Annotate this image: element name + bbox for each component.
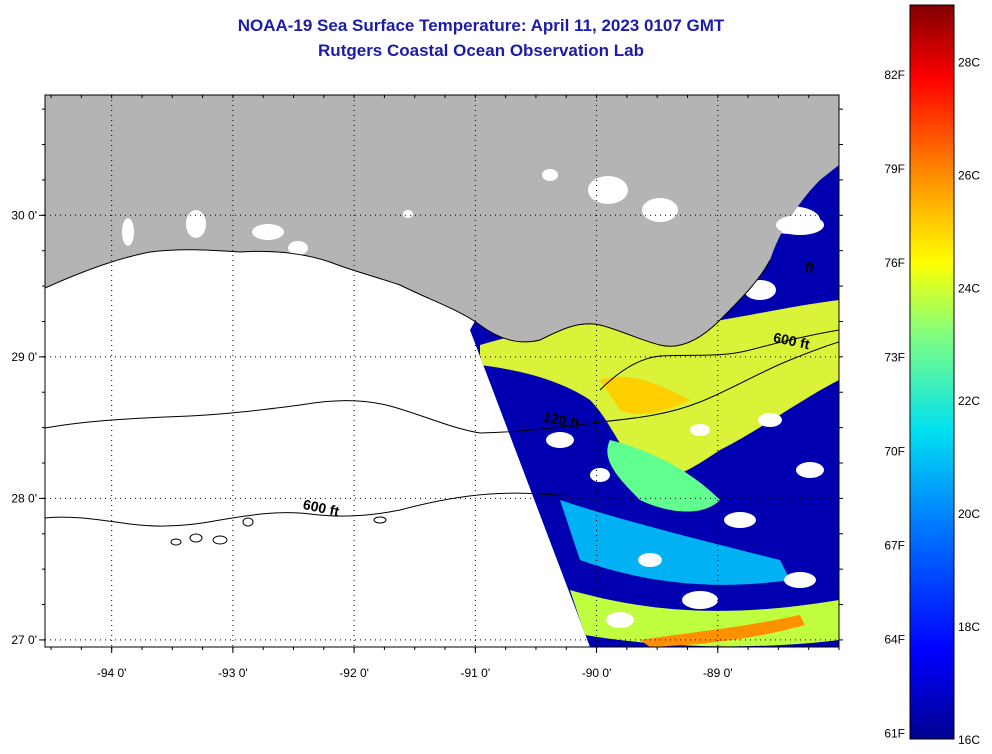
land-mass (45, 95, 839, 347)
colorbar (909, 4, 955, 740)
lon-tick-label: -91 0' (461, 666, 491, 680)
colorbar-f-label: 73F (884, 350, 905, 364)
lat-tick-label: 27 0' (11, 633, 37, 647)
map-title: NOAA-19 Sea Surface Temperature: April 1… (237, 16, 725, 35)
contour-120ft (45, 341, 839, 434)
colorbar-c-label: 28C (958, 55, 980, 69)
orange-streak (640, 615, 805, 647)
latitude-labels: 27 0' 28 0' 29 0' 30 0' (11, 208, 37, 647)
lat-tick-label: 28 0' (11, 491, 37, 505)
colorbar-f-label: 79F (884, 162, 905, 176)
plume-core (600, 376, 690, 415)
small-contour-loops (170, 516, 387, 546)
map-subtitle: Rutgers Coastal Ocean Observation Lab (318, 41, 644, 60)
contour-600ft-east (599, 329, 839, 391)
colorbar-c-label: 16C (958, 733, 980, 747)
plume-green (607, 440, 720, 512)
lon-tick-label: -90 0' (582, 666, 612, 680)
colorbar-c-label: 18C (958, 620, 980, 634)
contour-labels: 120 ft 600 ft 600 ft ft (302, 258, 817, 519)
colorbar-f-label: 67F (884, 539, 905, 553)
axis-ticks (39, 95, 843, 653)
lon-tick-label: -89 0' (703, 666, 733, 680)
grid-lines (45, 95, 839, 647)
colorbar-c-label: 26C (958, 168, 980, 182)
colorbar-c-label: 20C (958, 507, 980, 521)
colorbar-f-label: 64F (884, 633, 905, 647)
longitude-labels: -94 0' -93 0' -92 0' -91 0' -90 0' -89 0' (97, 666, 733, 680)
lat-tick-label: 30 0' (11, 208, 37, 222)
land-white-patches (122, 169, 824, 255)
map-border (44, 94, 840, 648)
cyan-band (560, 500, 790, 585)
colorbar-c-label: 24C (958, 281, 980, 295)
lat-tick-label: 29 0' (11, 350, 37, 364)
colorbar-celsius-labels: 28C 26C 24C 22C 20C 18C 16C (958, 55, 980, 747)
contour-label: 600 ft (302, 496, 341, 519)
colorbar-c-label: 22C (958, 394, 980, 408)
colorbar-f-label: 76F (884, 256, 905, 270)
coastline (45, 249, 771, 347)
contour-label: 120 ft (542, 408, 581, 431)
lon-tick-label: -92 0' (339, 666, 369, 680)
colorbar-f-label: 82F (884, 68, 905, 82)
colorbar-f-label: 70F (884, 444, 905, 458)
lon-tick-label: -94 0' (97, 666, 127, 680)
colorbar-fahrenheit-labels: 82F 79F 76F 73F 70F 67F 64F 61F (884, 68, 905, 741)
lon-tick-label: -93 0' (218, 666, 248, 680)
contour-label: 600 ft (772, 329, 811, 352)
colorbar-f-label: 61F (884, 727, 905, 741)
contour-600ft (45, 492, 571, 527)
contour-label: ft (804, 258, 817, 276)
